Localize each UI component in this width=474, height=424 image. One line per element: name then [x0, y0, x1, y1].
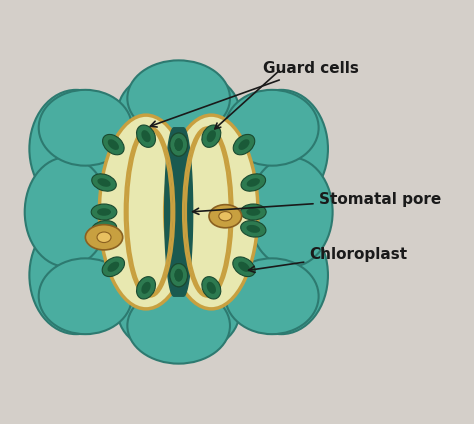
Ellipse shape	[246, 208, 260, 216]
Ellipse shape	[108, 139, 119, 150]
Ellipse shape	[233, 134, 255, 155]
Ellipse shape	[233, 257, 255, 276]
Ellipse shape	[174, 138, 183, 151]
Ellipse shape	[170, 133, 188, 156]
Ellipse shape	[202, 276, 221, 299]
Ellipse shape	[91, 204, 117, 220]
Ellipse shape	[108, 262, 119, 272]
Ellipse shape	[91, 220, 117, 237]
Ellipse shape	[128, 288, 230, 364]
Ellipse shape	[170, 264, 188, 287]
Ellipse shape	[170, 133, 188, 156]
Ellipse shape	[97, 178, 110, 187]
Ellipse shape	[170, 264, 188, 287]
Ellipse shape	[102, 134, 124, 155]
Ellipse shape	[238, 262, 250, 272]
Ellipse shape	[141, 130, 151, 142]
Ellipse shape	[174, 138, 183, 151]
Ellipse shape	[85, 225, 123, 250]
Ellipse shape	[225, 90, 319, 166]
Ellipse shape	[207, 130, 216, 142]
Ellipse shape	[39, 258, 132, 334]
Ellipse shape	[128, 60, 230, 136]
Ellipse shape	[241, 174, 265, 191]
Ellipse shape	[137, 276, 155, 299]
Ellipse shape	[174, 269, 183, 282]
Text: Chloroplast: Chloroplast	[248, 247, 408, 273]
Ellipse shape	[97, 232, 111, 243]
Ellipse shape	[209, 205, 242, 228]
Ellipse shape	[219, 212, 232, 221]
Ellipse shape	[225, 258, 319, 334]
Ellipse shape	[100, 115, 192, 309]
Polygon shape	[164, 128, 192, 296]
Ellipse shape	[249, 157, 333, 267]
Text: Guard cells: Guard cells	[150, 61, 358, 127]
Ellipse shape	[207, 282, 216, 294]
Ellipse shape	[118, 69, 239, 153]
Ellipse shape	[202, 125, 221, 148]
Ellipse shape	[118, 271, 239, 355]
Ellipse shape	[137, 125, 155, 148]
Ellipse shape	[25, 157, 109, 267]
Ellipse shape	[102, 257, 125, 276]
Ellipse shape	[238, 139, 250, 150]
Ellipse shape	[29, 90, 123, 208]
Ellipse shape	[174, 269, 183, 282]
Ellipse shape	[97, 225, 111, 233]
Ellipse shape	[246, 225, 260, 233]
Ellipse shape	[241, 220, 266, 237]
Text: Stomatal pore: Stomatal pore	[192, 192, 441, 215]
Ellipse shape	[240, 204, 266, 220]
Ellipse shape	[235, 216, 328, 334]
Ellipse shape	[164, 115, 258, 309]
Ellipse shape	[235, 90, 328, 208]
Ellipse shape	[246, 178, 260, 187]
Ellipse shape	[118, 170, 239, 254]
Ellipse shape	[39, 90, 132, 166]
Ellipse shape	[141, 282, 151, 294]
Ellipse shape	[29, 216, 123, 334]
Ellipse shape	[97, 208, 111, 216]
Ellipse shape	[92, 174, 116, 191]
